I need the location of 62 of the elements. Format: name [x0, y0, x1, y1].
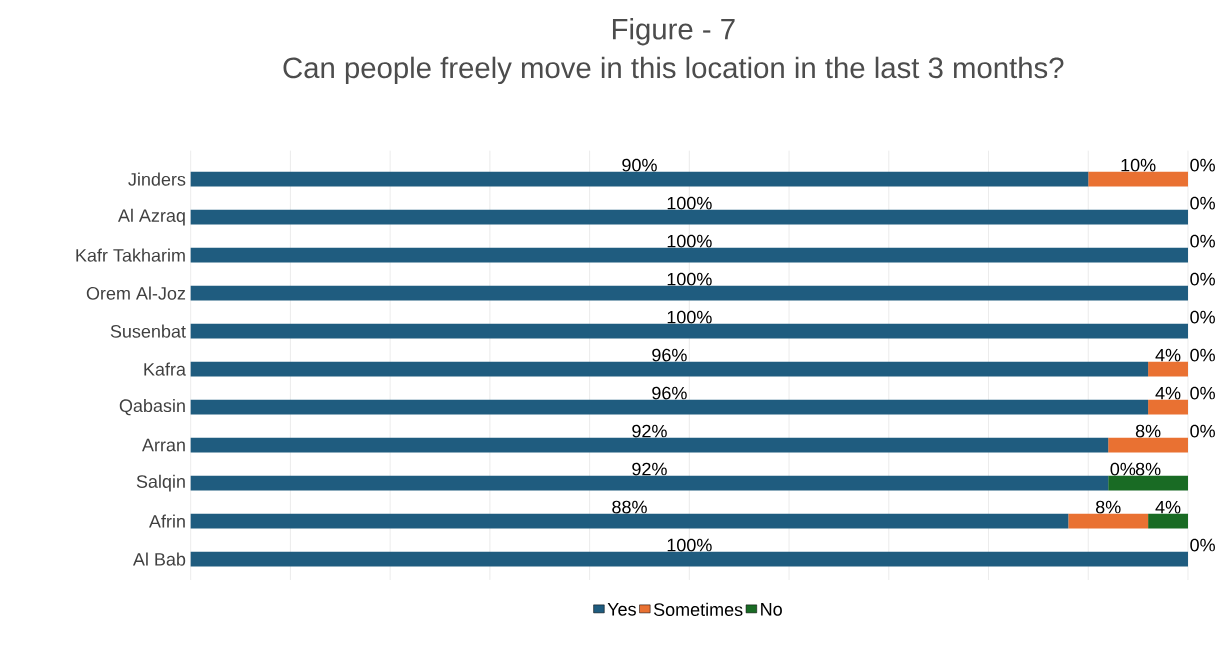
y-tick-label: Orem Al-Joz: [86, 286, 186, 300]
data-label: 88%: [612, 500, 647, 514]
data-label: 100%: [667, 310, 712, 324]
bar: [190, 437, 1109, 453]
y-tick-label: Jinders: [128, 172, 186, 186]
data-label: 0%: [1190, 234, 1215, 248]
data-label: 100%: [667, 234, 712, 248]
y-tick-label: Arran: [141, 438, 185, 452]
bar: [1148, 361, 1188, 377]
data-label: 4%: [1155, 348, 1181, 362]
data-label: 100%: [667, 196, 712, 210]
y-tick-label: Qabasin: [119, 398, 185, 416]
legend-label: Yes: [607, 603, 636, 616]
data-label: 92%: [632, 462, 667, 476]
bar: [1088, 171, 1188, 187]
chart-subtitle: Can people freely move in this location in the last 3 months?: [283, 56, 1064, 85]
data-label: 0%: [1190, 424, 1215, 438]
data-label: 0%: [1190, 158, 1215, 172]
bar: [190, 285, 1188, 301]
chart-title: Figure - 7: [612, 18, 735, 46]
data-label: 0%: [1190, 196, 1215, 210]
data-label: 0%: [1190, 310, 1215, 324]
y-tick-label: Kafra: [144, 362, 186, 376]
data-label: 0%: [1190, 348, 1215, 362]
data-label: 8%: [1135, 462, 1161, 476]
y-tick-label: Susenbat: [110, 324, 186, 338]
bar: [190, 247, 1188, 263]
y-tick-label: Salqin: [136, 474, 185, 492]
bar: [1108, 475, 1188, 491]
bar: [190, 513, 1069, 529]
data-label: 90%: [622, 158, 657, 172]
bar: [1148, 513, 1188, 529]
data-label: 0%: [1190, 386, 1215, 400]
bar: [190, 399, 1149, 415]
bar: [190, 209, 1188, 225]
bar: [1108, 437, 1188, 453]
bar: [190, 323, 1188, 339]
data-label: 8%: [1135, 424, 1161, 438]
legend-label: Sometimes: [653, 602, 743, 616]
data-label: 10%: [1121, 158, 1156, 172]
bar: [190, 171, 1089, 187]
bar: [1148, 399, 1188, 415]
bar: [1068, 513, 1149, 529]
y-tick-label: Al Azraq: [117, 208, 185, 226]
data-label: 8%: [1095, 500, 1121, 514]
bar: [190, 551, 1188, 567]
legend-label: No: [761, 603, 782, 616]
data-label: 92%: [632, 424, 667, 438]
data-label: 100%: [667, 538, 712, 552]
bar: [190, 361, 1149, 377]
y-tick-label: Kafr Takharim: [76, 248, 185, 262]
data-label: 0%: [1110, 462, 1136, 476]
data-label: 0%: [1190, 272, 1215, 286]
data-label: 4%: [1155, 386, 1181, 400]
bar: [190, 475, 1109, 491]
data-label: 100%: [667, 272, 712, 286]
data-label: 96%: [652, 386, 687, 400]
data-label: 0%: [1190, 538, 1215, 552]
y-tick-label: Afrin: [149, 514, 185, 528]
data-label: 4%: [1155, 500, 1181, 514]
y-tick-label: Al Bab: [132, 552, 186, 566]
data-label: 96%: [652, 348, 687, 362]
